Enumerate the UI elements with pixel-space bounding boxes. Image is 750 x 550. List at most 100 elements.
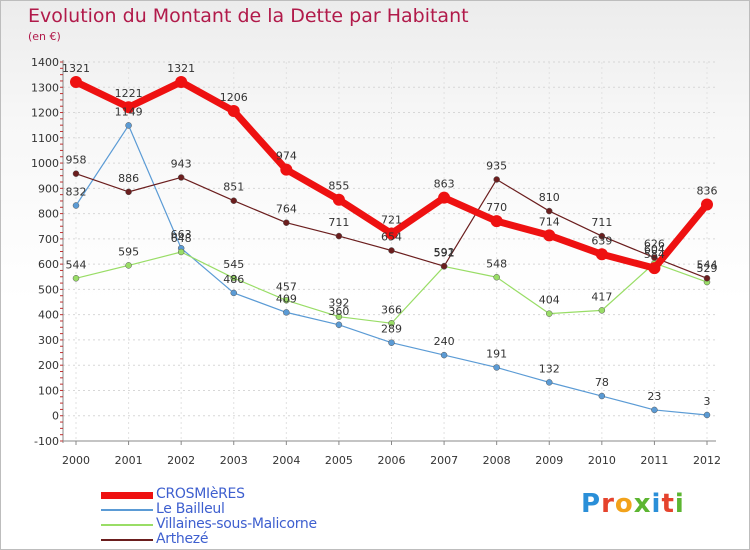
data-label: 639: [591, 234, 612, 247]
data-label: 3: [704, 395, 711, 408]
data-label: 958: [66, 154, 87, 167]
x-tick-label: 2001: [115, 454, 143, 467]
data-label: 595: [118, 245, 139, 258]
data-point: [72, 202, 80, 209]
data-label: 78: [595, 376, 609, 389]
x-tick-label: 2005: [325, 454, 353, 467]
data-point: [283, 219, 290, 226]
data-label: 1321: [62, 62, 90, 75]
x-tick-label: 2010: [588, 454, 616, 467]
data-label: 544: [697, 258, 718, 271]
data-label: 886: [118, 172, 139, 185]
logo-letter: i: [674, 489, 685, 519]
data-label: 240: [434, 335, 455, 348]
proxiti-logo: Proxiti: [581, 489, 685, 519]
data-label: 1321: [167, 62, 195, 75]
y-tick-label: 300: [38, 334, 59, 347]
data-label: 863: [434, 178, 455, 191]
data-point: [230, 197, 237, 204]
data-point: [703, 275, 711, 282]
data-label: 545: [223, 258, 244, 271]
y-tick-label: 900: [38, 182, 59, 195]
data-point: [546, 207, 553, 215]
data-point: [230, 274, 237, 282]
data-label: 1221: [115, 87, 143, 100]
data-point: [598, 307, 606, 314]
data-label: 770: [486, 201, 507, 214]
y-tick-label: 1400: [31, 56, 59, 69]
x-tick-label: 2008: [483, 454, 511, 467]
data-label: 855: [328, 180, 349, 193]
data-label: 392: [328, 297, 349, 310]
data-label: 23: [647, 390, 661, 403]
data-point: [543, 229, 556, 242]
data-label: 360: [328, 305, 349, 318]
data-point: [283, 297, 290, 304]
y-tick-label: 1200: [31, 107, 59, 120]
data-label: 486: [223, 273, 244, 286]
data-point: [70, 75, 82, 88]
data-label: 289: [381, 323, 402, 336]
data-point: [703, 411, 711, 419]
data-label: 711: [328, 216, 349, 229]
data-label: 836: [697, 185, 718, 198]
data-point: [335, 321, 343, 329]
x-tick-label: 2012: [693, 454, 721, 467]
data-label: 648: [171, 232, 192, 245]
logo-letter: r: [601, 489, 615, 519]
data-point: [440, 351, 448, 359]
data-label: 529: [697, 262, 718, 275]
legend-swatch: [101, 524, 153, 526]
y-tick-label: 200: [38, 359, 59, 372]
y-tick-label: 700: [38, 233, 59, 246]
x-tick-label: 2000: [62, 454, 90, 467]
data-label: 584: [644, 248, 665, 261]
data-point: [598, 232, 606, 240]
x-tick-label: 2011: [640, 454, 668, 467]
data-label: 457: [276, 280, 297, 293]
data-point: [595, 248, 608, 261]
data-point: [546, 310, 553, 317]
data-point: [651, 254, 658, 261]
data-label: 591: [434, 246, 455, 259]
line-chart: -100 0 100 200 300 400 500 600 700 800 900 1000 1100…: [31, 56, 721, 467]
y-tick-label: -100: [34, 435, 59, 448]
y-tick-label: 800: [38, 208, 59, 221]
data-label: 1149: [115, 105, 143, 118]
legend-label: Villaines-sous-Malicorne: [156, 516, 317, 532]
data-label: 935: [486, 159, 507, 172]
data-label: 409: [276, 292, 297, 305]
data-point: [335, 313, 343, 320]
data-label: 810: [539, 191, 560, 204]
data-point: [177, 174, 185, 181]
legend-item: Le Bailleul: [101, 501, 401, 517]
data-point: [72, 170, 80, 177]
data-point: [648, 262, 661, 275]
legend-swatch: [101, 509, 153, 511]
data-point: [493, 274, 500, 281]
data-point: [598, 392, 606, 400]
legend-label: CROSMIèRES: [156, 486, 245, 502]
data-label: 764: [276, 203, 297, 216]
data-point: [440, 262, 448, 270]
x-tick-label: 2004: [272, 454, 300, 467]
data-point: [175, 75, 188, 88]
data-label: 626: [644, 238, 665, 251]
data-point: [335, 232, 343, 240]
data-point: [332, 193, 345, 206]
data-label: 663: [171, 228, 192, 241]
data-label: 714: [539, 215, 560, 228]
data-point: [438, 191, 451, 204]
data-point: [230, 289, 237, 297]
data-label: 974: [276, 150, 297, 163]
data-label: 544: [66, 258, 87, 271]
data-label: 604: [644, 243, 665, 256]
logo-letter: o: [614, 489, 634, 519]
logo-letter: x: [633, 489, 652, 519]
data-label: 721: [381, 214, 402, 227]
data-label: 654: [381, 230, 402, 243]
x-tick-label: 2007: [430, 454, 458, 467]
legend-swatch: [101, 491, 153, 499]
unit-label: (en €): [28, 30, 61, 43]
y-tick-label: 0: [52, 410, 59, 423]
